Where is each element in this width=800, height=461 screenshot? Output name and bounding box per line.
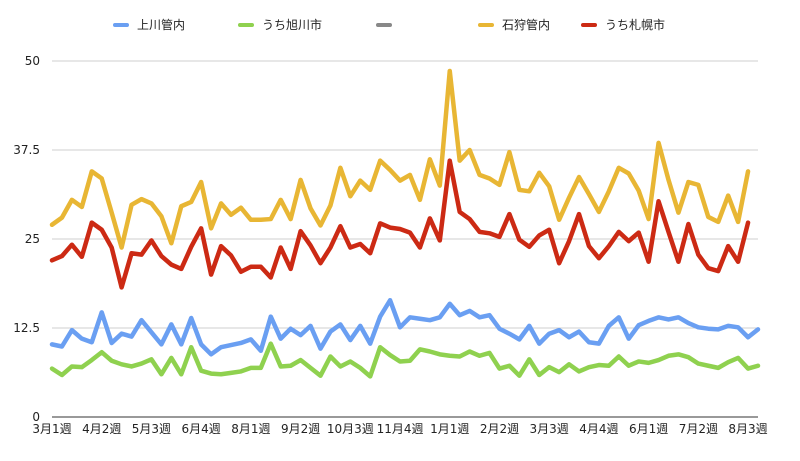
x-axis-ticks: 3月1週 4月2週 5月3週 6月4週 8月1週 9月2週 10月3週 11月4週 1月1週 2月… (32, 422, 767, 436)
series-3 (49, 68, 751, 250)
y-tick-label: 50 (25, 54, 40, 68)
x-tick-label: 4月2週 (82, 422, 121, 436)
series-1 (49, 341, 761, 379)
legend-label: うち札幌市 (605, 17, 665, 32)
x-tick-label: 3月1週 (32, 422, 71, 436)
series-lines (49, 68, 761, 379)
x-tick-label: 10月3週 (327, 422, 374, 436)
x-tick-label: 9月2週 (281, 422, 320, 436)
y-axis-ticks: 0 12.5 25 37.5 50 (13, 54, 40, 424)
legend-item: 石狩管内 (478, 17, 550, 32)
legend-label: うち旭川市 (262, 17, 322, 32)
x-tick-label: 2月2週 (480, 422, 519, 436)
y-tick-label: 37.5 (13, 143, 40, 157)
y-tick-label: 25 (25, 232, 40, 246)
x-tick-label: 7月2週 (679, 422, 718, 436)
x-tick-label: 4月4週 (579, 422, 618, 436)
series-line (49, 68, 751, 250)
series-line (49, 297, 761, 357)
y-tick-label: 12.5 (13, 321, 40, 335)
legend: 上川管内 うち旭川市 石狩管内 うち札幌市 (113, 17, 665, 32)
legend-item: 上川管内 (113, 17, 185, 32)
legend-item: うち旭川市 (238, 17, 322, 32)
x-tick-label: 3月3週 (530, 422, 569, 436)
series-line (49, 341, 761, 379)
legend-item: うち札幌市 (581, 17, 665, 32)
series-line (49, 158, 751, 290)
legend-label: 石狩管内 (502, 17, 550, 32)
x-tick-label: 11月4週 (377, 422, 424, 436)
x-tick-label: 8月1週 (231, 422, 270, 436)
series-4 (49, 158, 751, 290)
x-tick-label: 6月4週 (182, 422, 221, 436)
y-tick-label: 0 (32, 410, 40, 424)
x-tick-label: 8月3週 (728, 422, 767, 436)
x-tick-label: 1月1週 (430, 422, 469, 436)
series-0 (49, 297, 761, 357)
x-tick-label: 6月1週 (629, 422, 668, 436)
legend-label: 上川管内 (137, 17, 185, 32)
x-tick-label: 5月3週 (132, 422, 171, 436)
